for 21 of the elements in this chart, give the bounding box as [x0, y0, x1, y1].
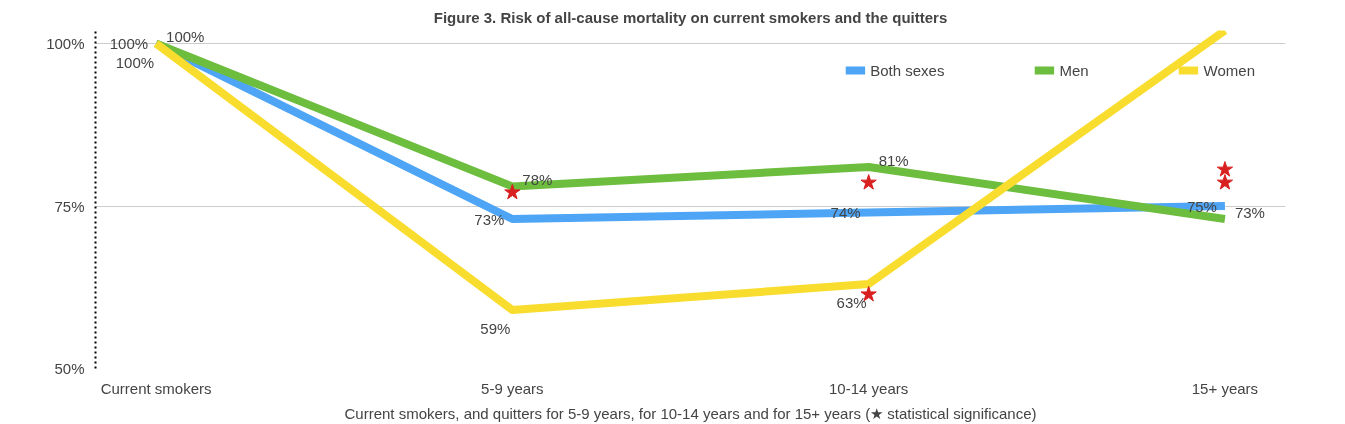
legend-label: Men [1059, 61, 1089, 79]
y-tick-label: 75% [54, 197, 85, 215]
data-label: 73% [1234, 203, 1265, 221]
x-tick-label: 10-14 years [829, 379, 909, 397]
data-label: 100% [166, 28, 205, 45]
data-label: 100% [109, 35, 149, 52]
data-label: 73% [474, 210, 505, 228]
data-label: 81% [878, 151, 909, 169]
chart-title: Figure 3. Risk of all-cause mortality on current smokers and the quitters [433, 8, 948, 26]
x-tick-label: 5-9 years [481, 379, 544, 397]
x-tick-label: Current smokers [100, 379, 212, 397]
y-tick-label: 50% [54, 360, 85, 377]
legend-label: Both sexes [870, 61, 945, 79]
legend-label: Women [1203, 61, 1255, 79]
data-label: 74% [830, 204, 861, 221]
y-tick-label: 100% [46, 35, 85, 52]
x-tick-label: 15+ years [1191, 379, 1259, 397]
data-label: 100% [115, 53, 155, 71]
x-axis-title: Current smokers, and quitters for 5-9 years, for 10-14 years and for 15+ years (★ statistical significance) [344, 404, 1037, 422]
data-label: 59% [480, 320, 511, 337]
data-label: 63% [836, 294, 867, 311]
